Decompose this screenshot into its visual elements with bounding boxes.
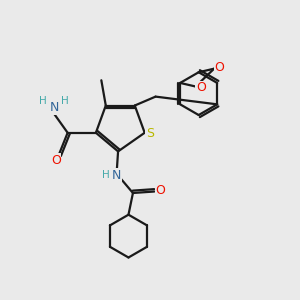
Text: N: N (50, 101, 59, 114)
Text: H: H (39, 96, 47, 106)
Text: H: H (61, 96, 69, 106)
Text: O: O (196, 82, 206, 94)
Text: O: O (214, 61, 224, 74)
Text: N: N (112, 169, 121, 182)
Text: H: H (102, 170, 110, 180)
Text: O: O (155, 184, 165, 196)
Text: S: S (146, 127, 154, 140)
Text: O: O (51, 154, 61, 167)
